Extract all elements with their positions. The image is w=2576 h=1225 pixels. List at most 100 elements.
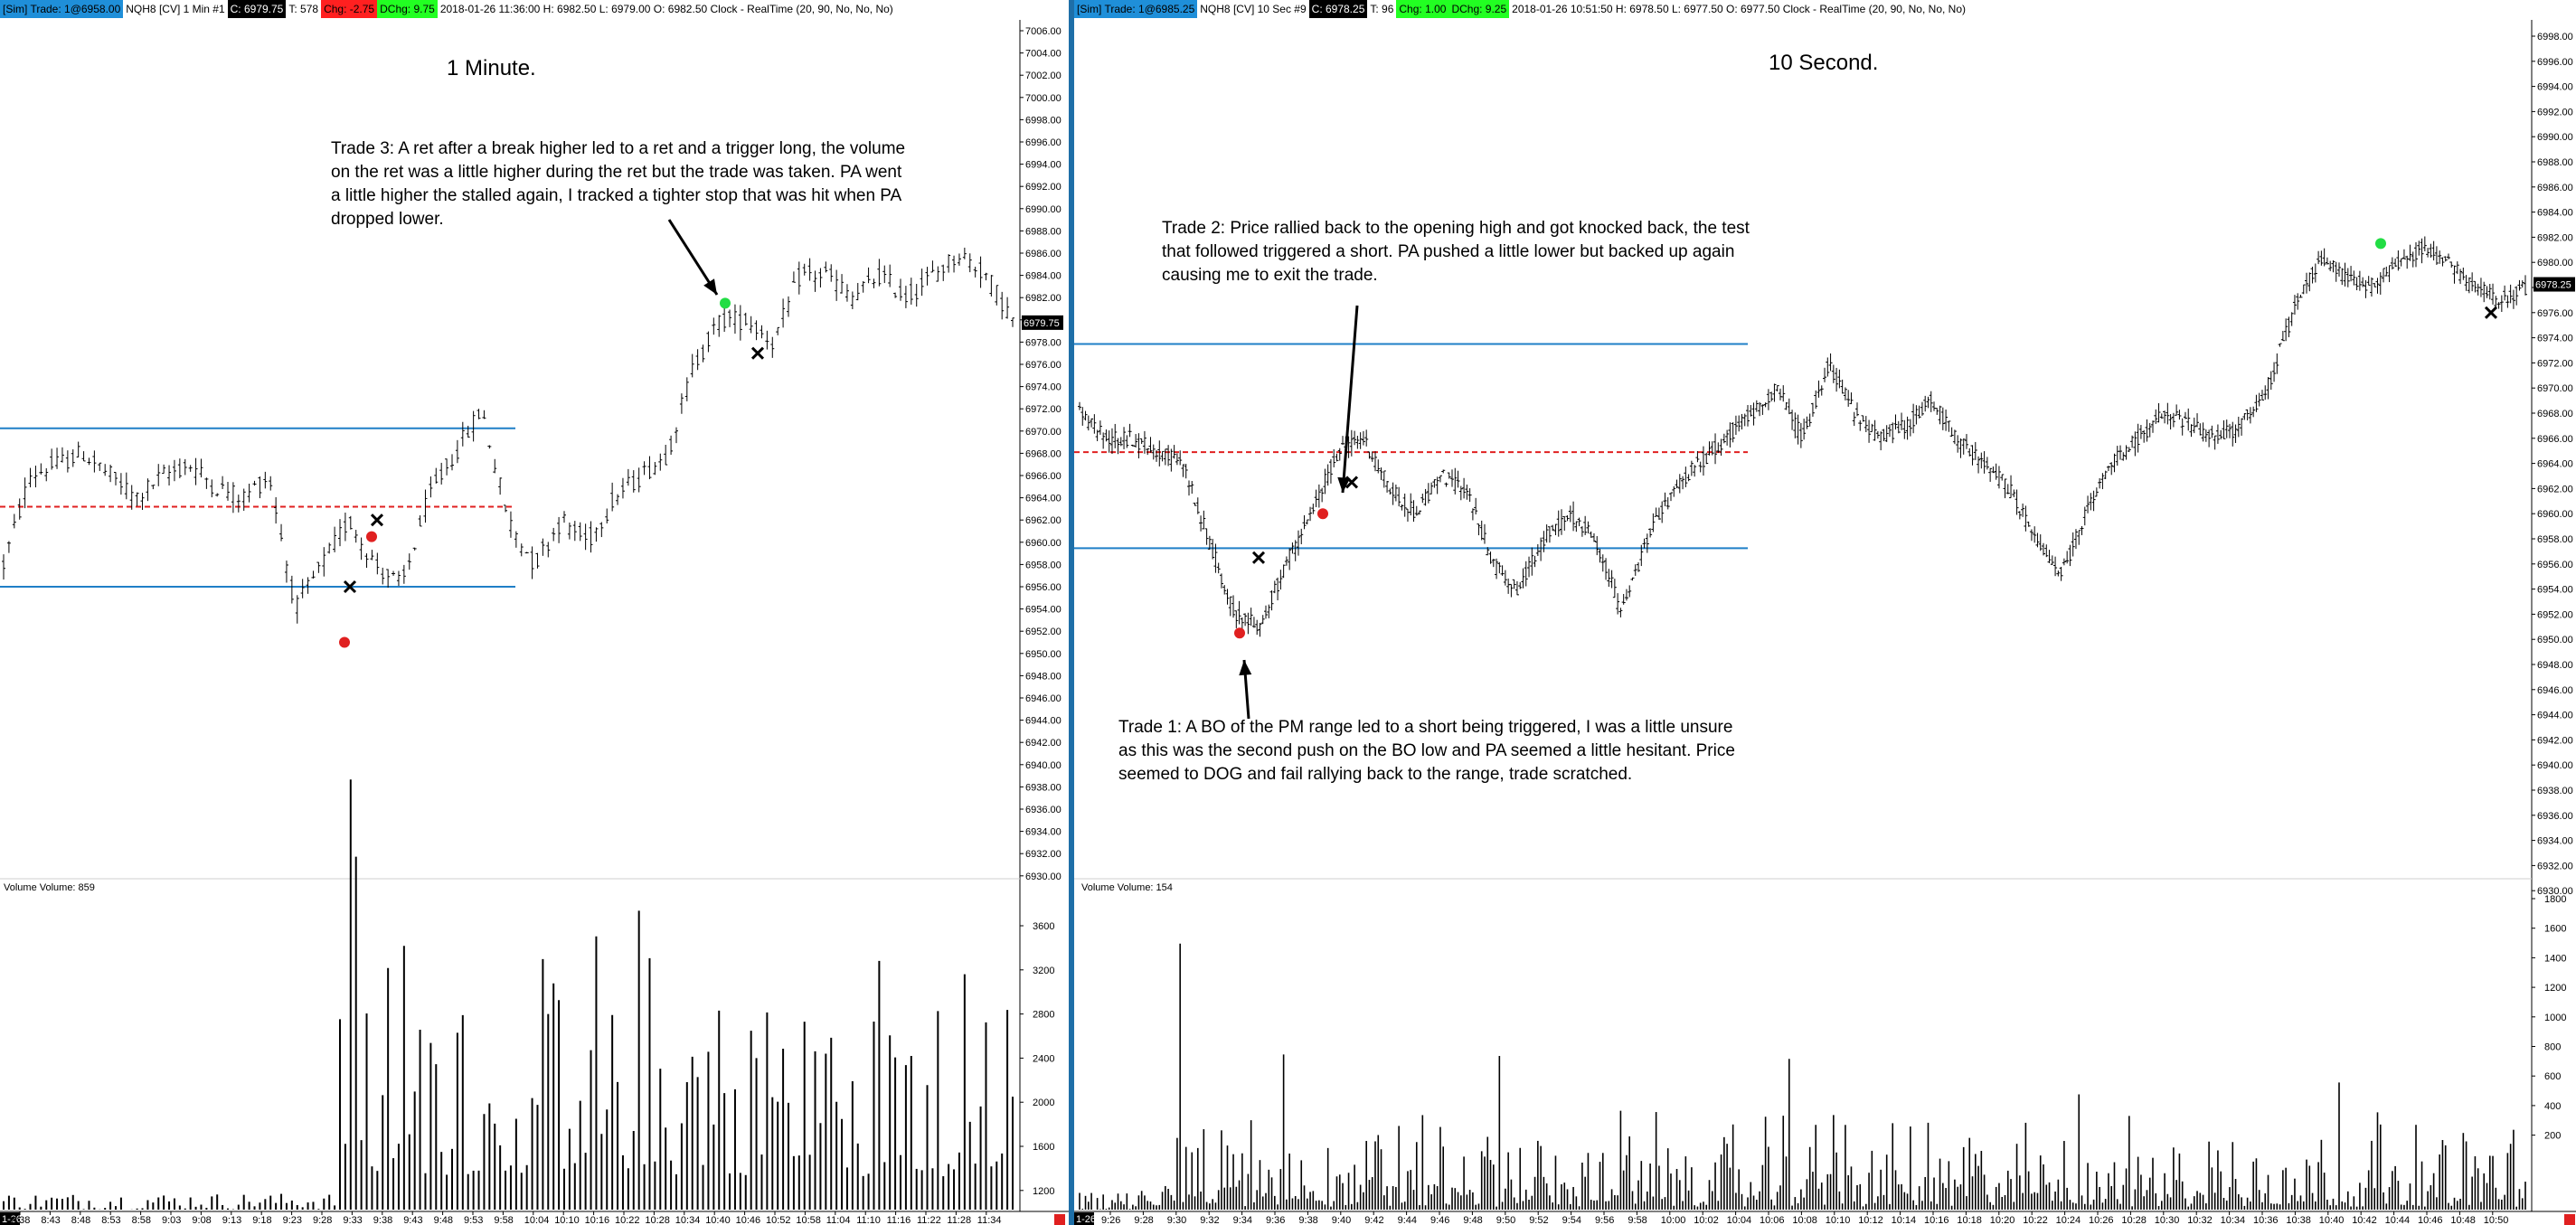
- time-tick-label: 10:00: [1661, 1215, 1686, 1225]
- volume-tick-label: 1200: [1033, 1186, 1054, 1197]
- time-tick-label: 9:23: [283, 1215, 302, 1225]
- trade1-annotation: Trade 1: A BO of the PM range led to a s…: [1118, 718, 1735, 784]
- time-tick-label: 11:10: [856, 1215, 881, 1225]
- price-chart-1min[interactable]: 7006.00 7004.00 7002.00 7000.00 6998.00 6996.…: [0, 0, 1069, 1225]
- price-tick-label: 6970.00: [2537, 383, 2573, 394]
- price-tick-label: 6984.00: [1025, 271, 1062, 282]
- time-tick-label: 9:34: [1233, 1215, 1252, 1225]
- time-tick-label: 10:30: [2155, 1215, 2180, 1225]
- price-tick-label: 6996.00: [1025, 137, 1062, 148]
- volume-tick-label: 1200: [2544, 983, 2566, 994]
- time-tick-label: 10:34: [675, 1215, 701, 1225]
- price-tick-label: 6956.00: [2537, 560, 2573, 570]
- date-box: [1074, 1212, 1094, 1225]
- arrow-head: [1337, 476, 1351, 493]
- price-chart-10sec[interactable]: 6998.00 6996.00 6994.00 6992.00 6990.00 6988.…: [1074, 0, 2576, 1225]
- time-tick-label: 9:13: [222, 1215, 241, 1225]
- time-tick-label: 9:30: [1167, 1215, 1186, 1225]
- price-tick-label: 6936.00: [1025, 805, 1062, 815]
- volume-label: Volume Volume: 154: [1081, 882, 1173, 893]
- time-tick-label: 10:36: [2253, 1215, 2279, 1225]
- arrow-head: [1239, 660, 1252, 676]
- time-tick-label: 9:50: [1496, 1215, 1515, 1225]
- price-tick-label: 6962.00: [1025, 515, 1062, 526]
- price-tick-label: 6992.00: [2537, 107, 2573, 118]
- price-tick-label: 6988.00: [2537, 157, 2573, 168]
- time-tick-label: 9:53: [464, 1215, 483, 1225]
- time-tick-label: 9:28: [1134, 1215, 1153, 1225]
- time-tick-label: 10:28: [2121, 1215, 2147, 1225]
- exit-marker: [1251, 551, 1266, 564]
- chart-panel-10sec[interactable]: [Sim] Trade: 1@6985.25 NQH8 [CV] 10 Sec …: [1074, 0, 2576, 1225]
- panel-divider[interactable]: [1069, 0, 1074, 1225]
- time-tick-label: 10:04: [524, 1215, 550, 1225]
- price-tick-label: 6954.00: [1025, 605, 1062, 616]
- price-tick-label: 6938.00: [1025, 782, 1062, 793]
- time-tick-label: 10:40: [2319, 1215, 2345, 1225]
- long-entry-marker: [2375, 238, 2386, 250]
- sim-trade-label: [Sim] Trade: 1@6958.00: [0, 0, 124, 18]
- time-tick-label: 11:28: [947, 1215, 971, 1225]
- volume-tick-label: 3600: [1033, 921, 1054, 932]
- time-tick-label: 9:58: [494, 1215, 513, 1225]
- trade2-annotation: Trade 2: Price rallied back to the openi…: [1162, 219, 1750, 285]
- time-tick-label: 8:53: [101, 1215, 120, 1225]
- change-value: Chg: 1.00: [1396, 0, 1449, 18]
- time-tick-label: 9:52: [1529, 1215, 1548, 1225]
- time-tick-label: 9:58: [1628, 1215, 1647, 1225]
- price-tick-label: 6998.00: [1025, 115, 1062, 126]
- time-tick-label: 10:16: [1924, 1215, 1949, 1225]
- chart-panel-1min[interactable]: [Sim] Trade: 1@6958.00 NQH8 [CV] 1 Min #…: [0, 0, 1069, 1225]
- price-tick-label: 6992.00: [1025, 182, 1062, 193]
- chart-title: 1 Minute.: [447, 56, 536, 80]
- volume-tick-label: 2000: [1033, 1098, 1054, 1108]
- time-tick-label: 10:34: [2221, 1215, 2246, 1225]
- price-tick-label: 6972.00: [1025, 404, 1062, 415]
- price-tick-label: 6946.00: [2537, 685, 2573, 696]
- time-tick-label: 11:16: [887, 1215, 911, 1225]
- exit-marker: [750, 346, 765, 360]
- time-tick-label: 10:14: [1892, 1215, 1917, 1225]
- price-tick-label: 6960.00: [1025, 538, 1062, 549]
- price-tick-label: 6938.00: [2537, 786, 2573, 796]
- price-tick-label: 6940.00: [1025, 760, 1062, 771]
- price-tick-label: 6972.00: [2537, 358, 2573, 369]
- time-tick-label: 9:33: [343, 1215, 362, 1225]
- time-tick-label: 11:34: [977, 1215, 1002, 1225]
- long-entry-marker: [720, 297, 731, 309]
- time-tick-label: 10:26: [2089, 1215, 2114, 1225]
- price-tick-label: 6948.00: [2537, 660, 2573, 671]
- symbol-label: NQH8 [CV] 10 Sec #9: [1200, 3, 1307, 15]
- time-tick-label: 10:40: [705, 1215, 731, 1225]
- volume-tick-label: 1600: [1033, 1142, 1054, 1153]
- status-bar: [Sim] Trade: 1@6958.00 NQH8 [CV] 1 Min #…: [0, 0, 896, 18]
- time-tick-label: 9:03: [162, 1215, 181, 1225]
- price-tick-label: 6958.00: [2537, 534, 2573, 545]
- price-tick-label: 6982.00: [2537, 232, 2573, 243]
- date-box: [0, 1212, 20, 1225]
- time-tick-label: 10:52: [766, 1215, 791, 1225]
- volume-tick-label: 600: [2544, 1071, 2561, 1082]
- price-tick-label: 6948.00: [1025, 671, 1062, 682]
- daily-change-value: DChg: 9.25: [1448, 0, 1510, 18]
- current-price-label: 6978.25: [2535, 280, 2571, 291]
- trade3-annotation: Trade 3: A ret after a break higher led …: [331, 139, 906, 229]
- time-tick-label: 10:10: [554, 1215, 580, 1225]
- price-tick-label: 6936.00: [2537, 811, 2573, 822]
- daily-change-value: DChg: 9.75: [377, 0, 438, 18]
- volume-tick-label: 2800: [1033, 1010, 1054, 1021]
- price-tick-label: 6954.00: [2537, 585, 2573, 596]
- volume-label: Volume Volume: 859: [4, 882, 95, 893]
- time-tick-label: 9:48: [1463, 1215, 1482, 1225]
- time-tick-label: 10:06: [1760, 1215, 1785, 1225]
- time-tick-label: 10:22: [615, 1215, 640, 1225]
- price-tick-label: 6978.00: [1025, 337, 1062, 348]
- volume-tick-label: 1600: [2544, 924, 2566, 935]
- time-tick-label: 9:28: [313, 1215, 332, 1225]
- price-tick-label: 6952.00: [2537, 609, 2573, 620]
- time-tick-label: 10:46: [736, 1215, 761, 1225]
- date-label: 1-26: [1076, 1214, 1096, 1225]
- price-tick-label: 6966.00: [2537, 434, 2573, 445]
- time-tick-label: 8:58: [132, 1215, 151, 1225]
- price-tick-label: 6996.00: [2537, 57, 2573, 68]
